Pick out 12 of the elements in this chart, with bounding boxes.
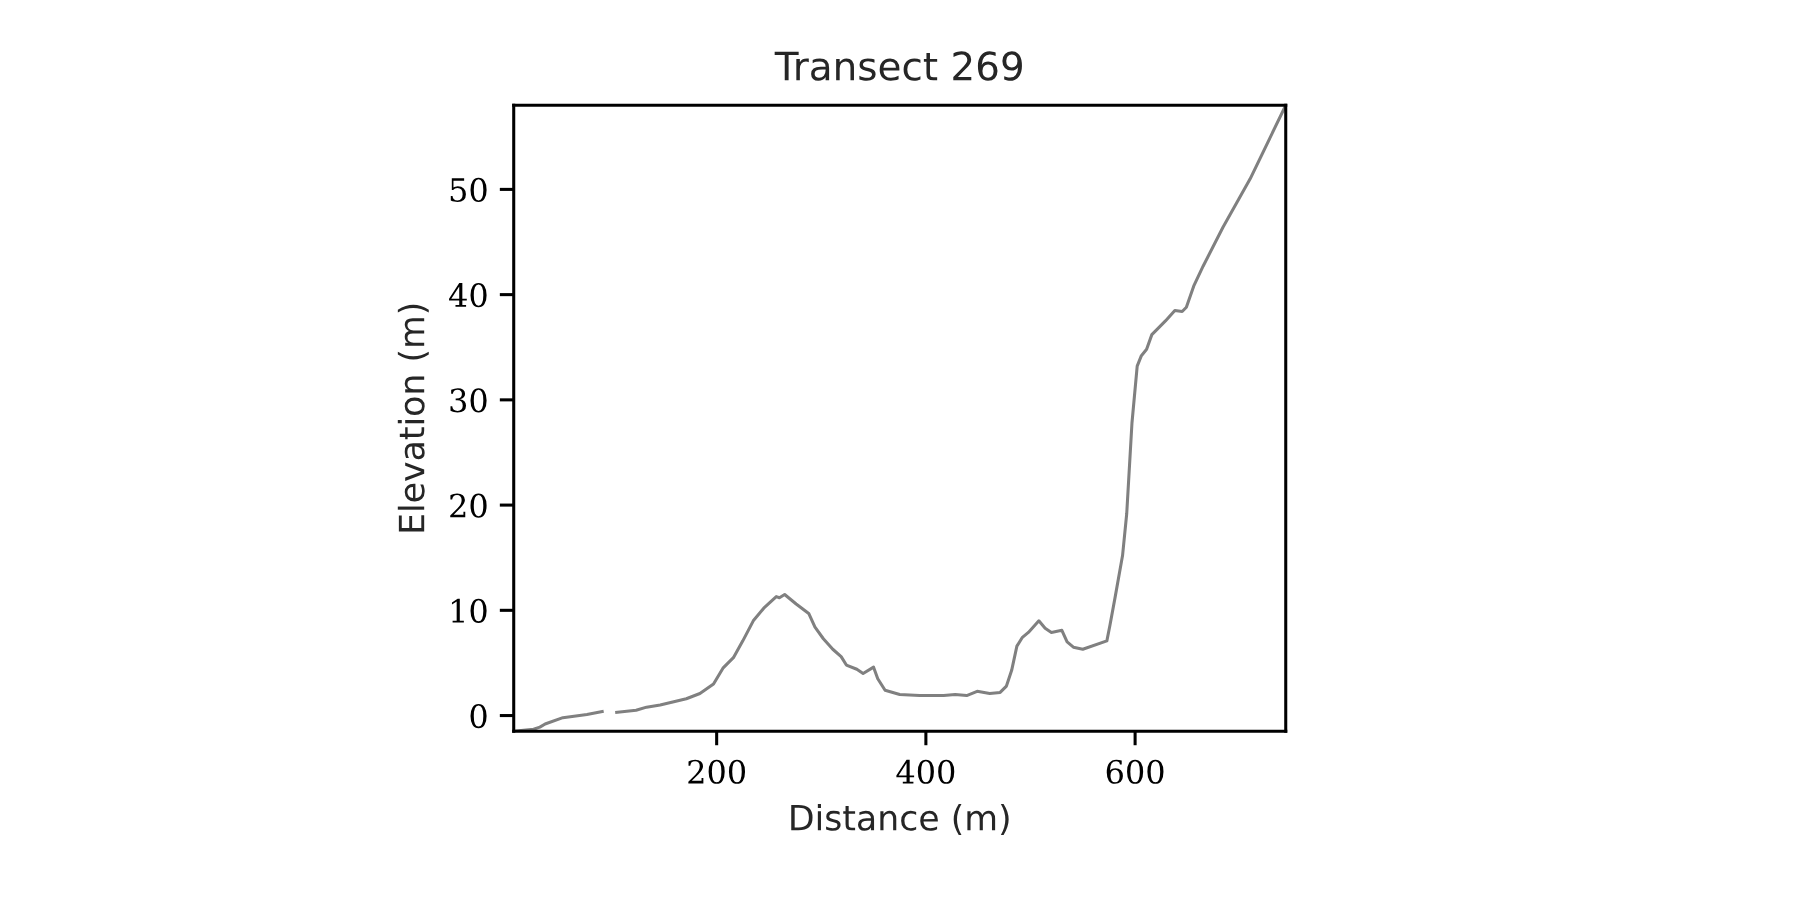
y-tick-label: 50 bbox=[450, 177, 487, 202]
x-tick-label: 400 bbox=[896, 759, 955, 784]
x-tick-label: 200 bbox=[688, 759, 746, 784]
x-tick-label: 600 bbox=[1106, 759, 1164, 784]
y-tick-label: 0 bbox=[470, 703, 487, 729]
y-axis-title: Elevation (m) bbox=[397, 304, 429, 532]
chart-title: Transect 269 bbox=[774, 51, 1022, 81]
y-tick-label: 20 bbox=[450, 493, 487, 518]
x-axis-title: Distance (m) bbox=[791, 803, 1009, 835]
y-tick-label: 40 bbox=[449, 283, 487, 308]
y-tick-label: 10 bbox=[451, 598, 487, 623]
y-tick-label: 30 bbox=[450, 388, 487, 413]
